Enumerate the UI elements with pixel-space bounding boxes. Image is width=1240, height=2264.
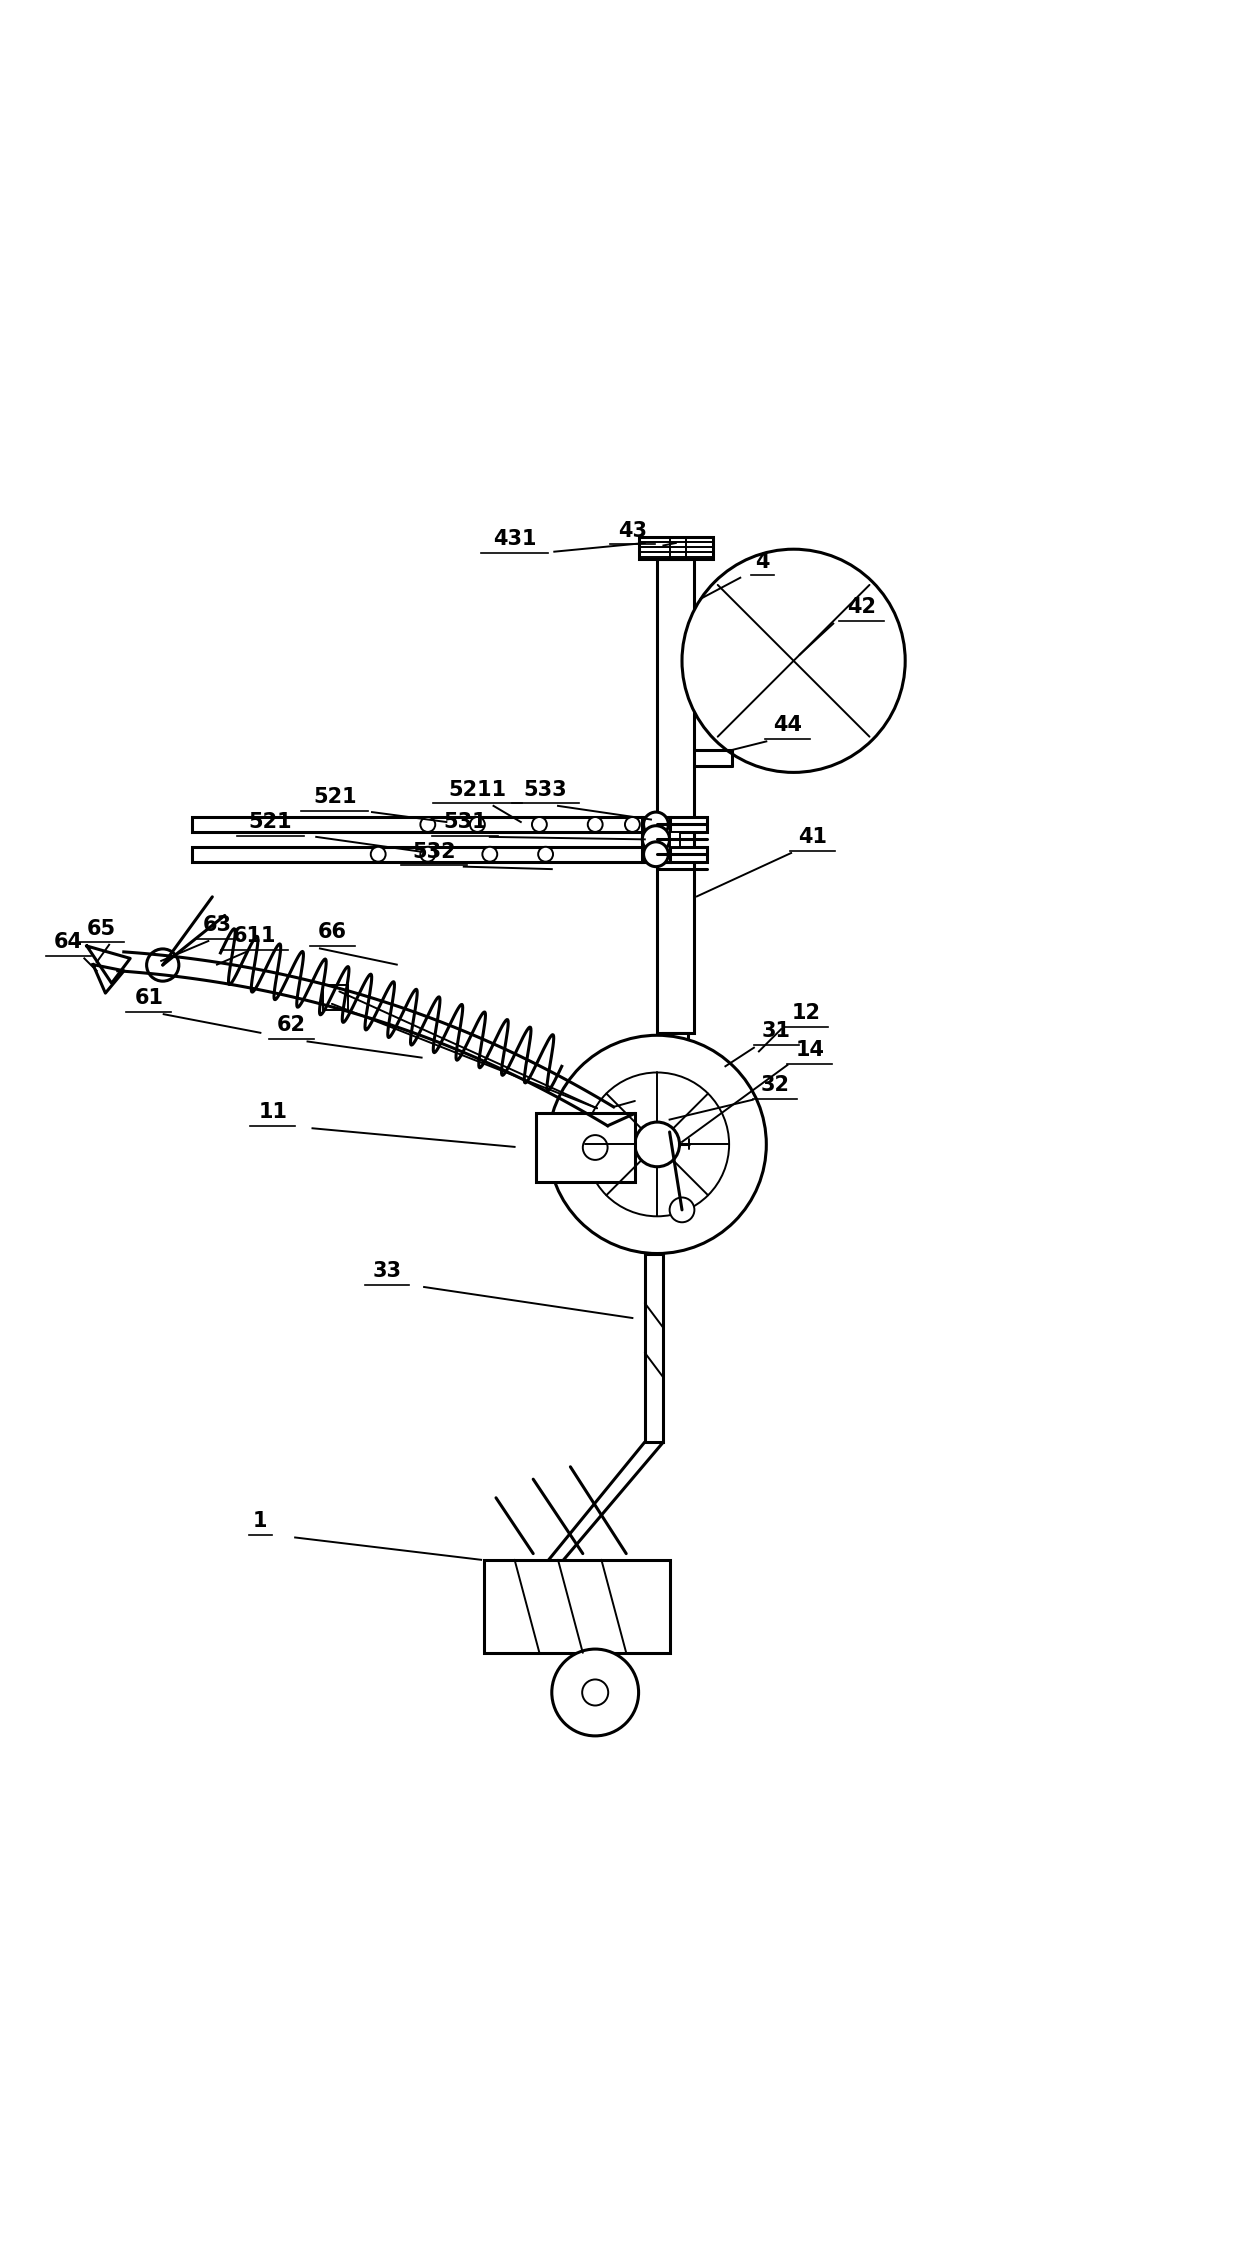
Text: 32: 32: [760, 1075, 790, 1096]
Bar: [324, 985, 348, 1010]
Circle shape: [588, 817, 603, 831]
Text: 63: 63: [202, 915, 232, 935]
Text: 4: 4: [755, 552, 770, 571]
Text: 64: 64: [53, 933, 83, 953]
Circle shape: [585, 1073, 729, 1216]
Bar: [657, 817, 707, 831]
Text: 12: 12: [791, 1003, 821, 1023]
Circle shape: [670, 1198, 694, 1223]
Circle shape: [635, 1123, 680, 1166]
Text: 11: 11: [258, 1103, 288, 1123]
Circle shape: [642, 826, 670, 854]
Circle shape: [682, 550, 905, 772]
Text: 431: 431: [492, 530, 537, 550]
Circle shape: [548, 1035, 766, 1254]
Text: 611: 611: [232, 926, 277, 946]
Circle shape: [482, 847, 497, 863]
Text: 31: 31: [761, 1021, 791, 1041]
Bar: [484, 1560, 670, 1653]
Circle shape: [146, 949, 179, 980]
Bar: [642, 817, 670, 863]
Text: 521: 521: [248, 813, 293, 831]
Text: 5211: 5211: [449, 779, 506, 799]
Circle shape: [644, 813, 668, 838]
Text: 42: 42: [847, 598, 877, 618]
Circle shape: [583, 1134, 608, 1159]
Circle shape: [532, 817, 547, 831]
Circle shape: [552, 1648, 639, 1736]
Bar: [192, 817, 657, 831]
Circle shape: [644, 842, 668, 867]
Text: 61: 61: [134, 987, 164, 1007]
Text: 66: 66: [317, 921, 347, 942]
Circle shape: [420, 817, 435, 831]
Text: 33: 33: [372, 1261, 402, 1281]
Text: 521: 521: [312, 788, 357, 808]
Bar: [657, 847, 707, 863]
Text: 533: 533: [523, 779, 568, 799]
Circle shape: [583, 1680, 608, 1705]
Circle shape: [470, 817, 485, 831]
Bar: [657, 559, 694, 1032]
Text: 531: 531: [443, 813, 487, 831]
Text: 532: 532: [412, 842, 456, 863]
Text: 44: 44: [773, 715, 802, 736]
Bar: [670, 831, 680, 847]
Circle shape: [625, 817, 640, 831]
Bar: [639, 537, 713, 559]
Text: 43: 43: [618, 521, 647, 541]
Bar: [192, 847, 657, 863]
Circle shape: [420, 847, 435, 863]
Bar: [645, 1254, 663, 1442]
Text: 41: 41: [797, 826, 827, 847]
Circle shape: [371, 847, 386, 863]
Bar: [536, 1114, 635, 1182]
Text: 14: 14: [795, 1039, 825, 1060]
Text: 62: 62: [277, 1014, 306, 1035]
Text: 1: 1: [253, 1512, 268, 1530]
Text: 65: 65: [87, 919, 117, 940]
Circle shape: [538, 847, 553, 863]
Bar: [663, 1032, 688, 1143]
